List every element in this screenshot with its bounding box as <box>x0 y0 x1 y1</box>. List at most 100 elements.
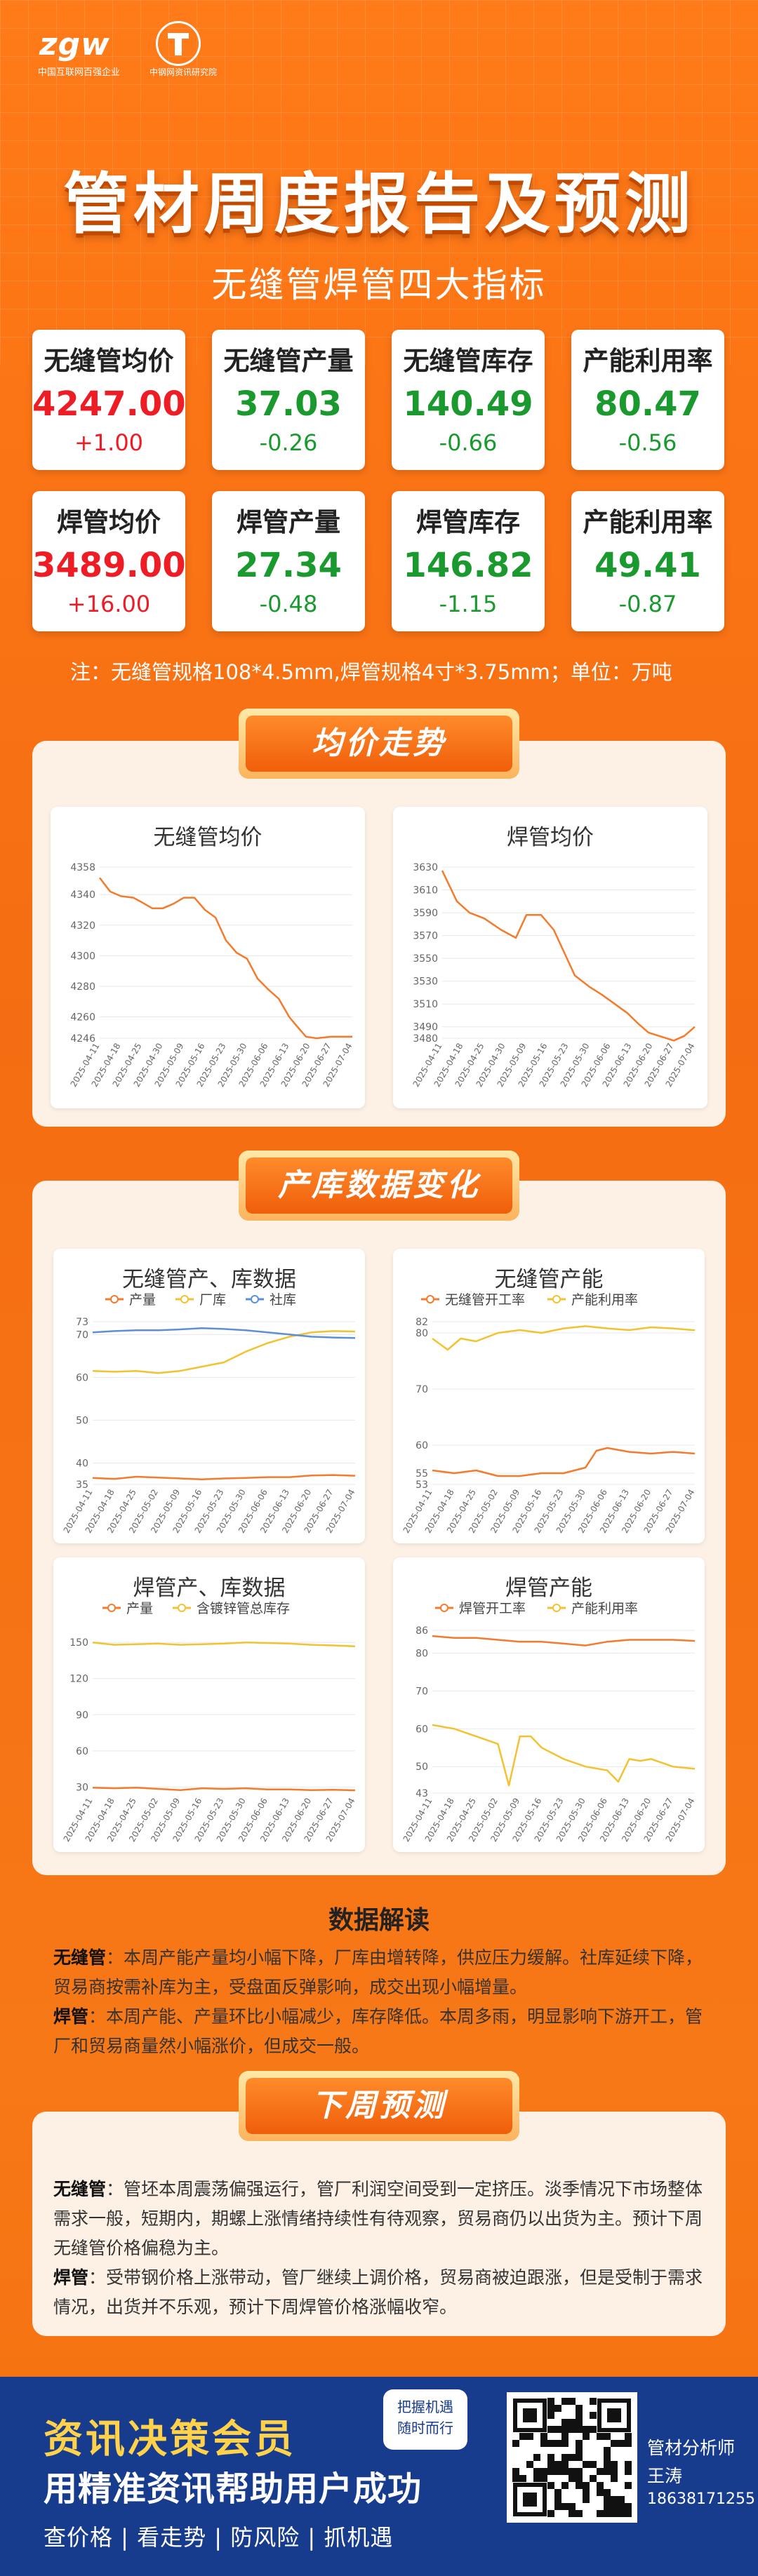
analyst-role: 管材分析师 <box>647 2438 736 2458</box>
y-tick-label: 53 <box>415 1480 428 1491</box>
indicator-change: -0.48 <box>259 591 318 617</box>
qr-module <box>576 2475 583 2482</box>
series-line-1 <box>432 1635 696 1646</box>
series-line-2 <box>432 1325 696 1351</box>
qr-module <box>604 2489 611 2496</box>
y-tick-label: 3590 <box>413 908 438 919</box>
series-line-2 <box>432 1724 696 1787</box>
qr-module <box>561 2440 568 2447</box>
y-tick-label: 3630 <box>413 862 438 873</box>
indicator-value: 4247.00 <box>32 384 186 424</box>
qr-module <box>540 2433 547 2440</box>
indicator-label: 产能利用率 <box>583 507 713 537</box>
indicator-change: -0.87 <box>618 591 677 617</box>
legend-label: 焊管开工率 <box>459 1601 526 1616</box>
qr-module <box>540 2440 547 2447</box>
y-tick-label: 60 <box>76 1746 88 1757</box>
page-title: 管材周度报告及预测 <box>62 166 695 243</box>
y-tick-label: 70 <box>415 1686 428 1697</box>
y-tick-label: 3550 <box>413 953 438 965</box>
qr-module <box>590 2475 597 2482</box>
qr-module <box>590 2412 597 2419</box>
legend-marker <box>110 1295 119 1303</box>
qr-module <box>561 2503 568 2510</box>
y-tick-label: 43 <box>415 1788 428 1799</box>
qr-module <box>554 2468 561 2475</box>
qr-module <box>618 2440 625 2447</box>
y-tick-label: 80 <box>415 1648 428 1659</box>
y-tick-label: 80 <box>415 1328 428 1339</box>
series-line-1 <box>432 1447 696 1477</box>
series-line-2 <box>92 1330 356 1374</box>
qr-module <box>625 2440 632 2447</box>
indicator-card: 无缝管库存 140.49 -0.66 <box>392 330 545 470</box>
y-tick-label: 50 <box>415 1762 428 1773</box>
qr-module <box>583 2489 590 2496</box>
series-line-1 <box>441 870 696 1042</box>
qr-module <box>576 2510 583 2517</box>
series-line-1 <box>99 877 352 1040</box>
y-tick-label: 4300 <box>70 951 95 962</box>
qr-finder-core <box>523 2493 537 2507</box>
y-tick-label: 4320 <box>70 920 95 932</box>
y-tick-label: 4260 <box>70 1012 95 1024</box>
legend-label: 厂库 <box>199 1292 226 1308</box>
qr-module <box>547 2405 554 2412</box>
y-tick-label: 4280 <box>70 981 95 993</box>
institute-icon <box>168 33 189 55</box>
spec-note: 注：无缝管规格108*4.5mm,焊管规格4寸*3.75mm；单位：万吨 <box>70 660 672 684</box>
series-line-1 <box>92 1787 356 1792</box>
institute-name: 中钢网资讯研究院 <box>149 67 217 77</box>
qr-module <box>568 2468 576 2475</box>
qr-module <box>576 2468 583 2475</box>
qr-module <box>519 2475 526 2482</box>
interpretation-text: 无缝管：本周产能产量均小幅下降，厂库由增转降，供应压力缓解。社库延续下降，贸易商… <box>53 1943 713 2061</box>
indicator-change: -0.56 <box>618 429 677 456</box>
legend-marker <box>107 1604 116 1612</box>
y-tick-label: 3530 <box>413 977 438 988</box>
interpretation-seamless: 无缝管：本周产能产量均小幅下降，厂库由增转降，供应压力缓解。社库延续下降，贸易商… <box>53 1947 703 1997</box>
qr-module <box>618 2496 625 2503</box>
qr-module <box>568 2426 576 2433</box>
legend-label: 无缝管开工率 <box>445 1292 525 1308</box>
indicator-value: 146.82 <box>403 546 533 585</box>
qr-module <box>611 2475 618 2482</box>
qr-module <box>512 2468 519 2475</box>
forecast-section-title: 下周预测 <box>246 2078 512 2134</box>
chart-svg: 无缝管开工率 产能利用率5355607080822025-04-112025-04… <box>401 1292 697 1535</box>
indicator-label: 焊管库存 <box>416 507 520 537</box>
legend-label: 产量 <box>129 1292 156 1308</box>
qr-module <box>547 2461 554 2468</box>
y-tick-label: 50 <box>76 1415 88 1426</box>
y-tick-label: 60 <box>415 1724 428 1735</box>
logo-subtitle: 中国互联网百强企业 <box>38 67 121 78</box>
indicator-change: -0.66 <box>439 429 498 456</box>
y-tick-label: 150 <box>69 1637 88 1649</box>
qr-module <box>618 2503 625 2510</box>
qr-module <box>547 2510 554 2517</box>
interpretation-heading: 数据解读 <box>328 1906 430 1935</box>
qr-code[interactable] <box>507 2392 637 2523</box>
membership-slogan: 用精准资讯帮助用户成功 <box>44 2469 423 2509</box>
qr-module <box>554 2405 561 2412</box>
qr-module <box>561 2419 568 2426</box>
qr-module <box>604 2454 611 2461</box>
chart-title: 无缝管产能 <box>494 1267 604 1292</box>
y-tick-label: 70 <box>415 1384 428 1395</box>
y-tick-label: 86 <box>415 1625 428 1637</box>
qr-module <box>561 2398 568 2405</box>
y-tick-label: 90 <box>76 1710 88 1721</box>
qr-module <box>611 2468 618 2475</box>
qr-module <box>561 2482 568 2489</box>
chart-seamless-capacity: 无缝管产能 无缝管开工率 产能利用率 53 55 60 70 80 82 2025-04-11 2… <box>393 1249 705 1543</box>
indicator-card: 焊管产量 27.34 -0.48 <box>212 491 365 631</box>
y-tick-label: 82 <box>415 1317 428 1328</box>
qr-module <box>604 2433 611 2440</box>
qr-module <box>611 2510 618 2517</box>
qr-module <box>561 2433 568 2440</box>
y-tick-label: 60 <box>415 1440 428 1451</box>
qr-module <box>597 2510 604 2517</box>
qr-module <box>561 2461 568 2468</box>
qr-module <box>540 2475 547 2482</box>
y-tick-label: 120 <box>69 1674 88 1685</box>
